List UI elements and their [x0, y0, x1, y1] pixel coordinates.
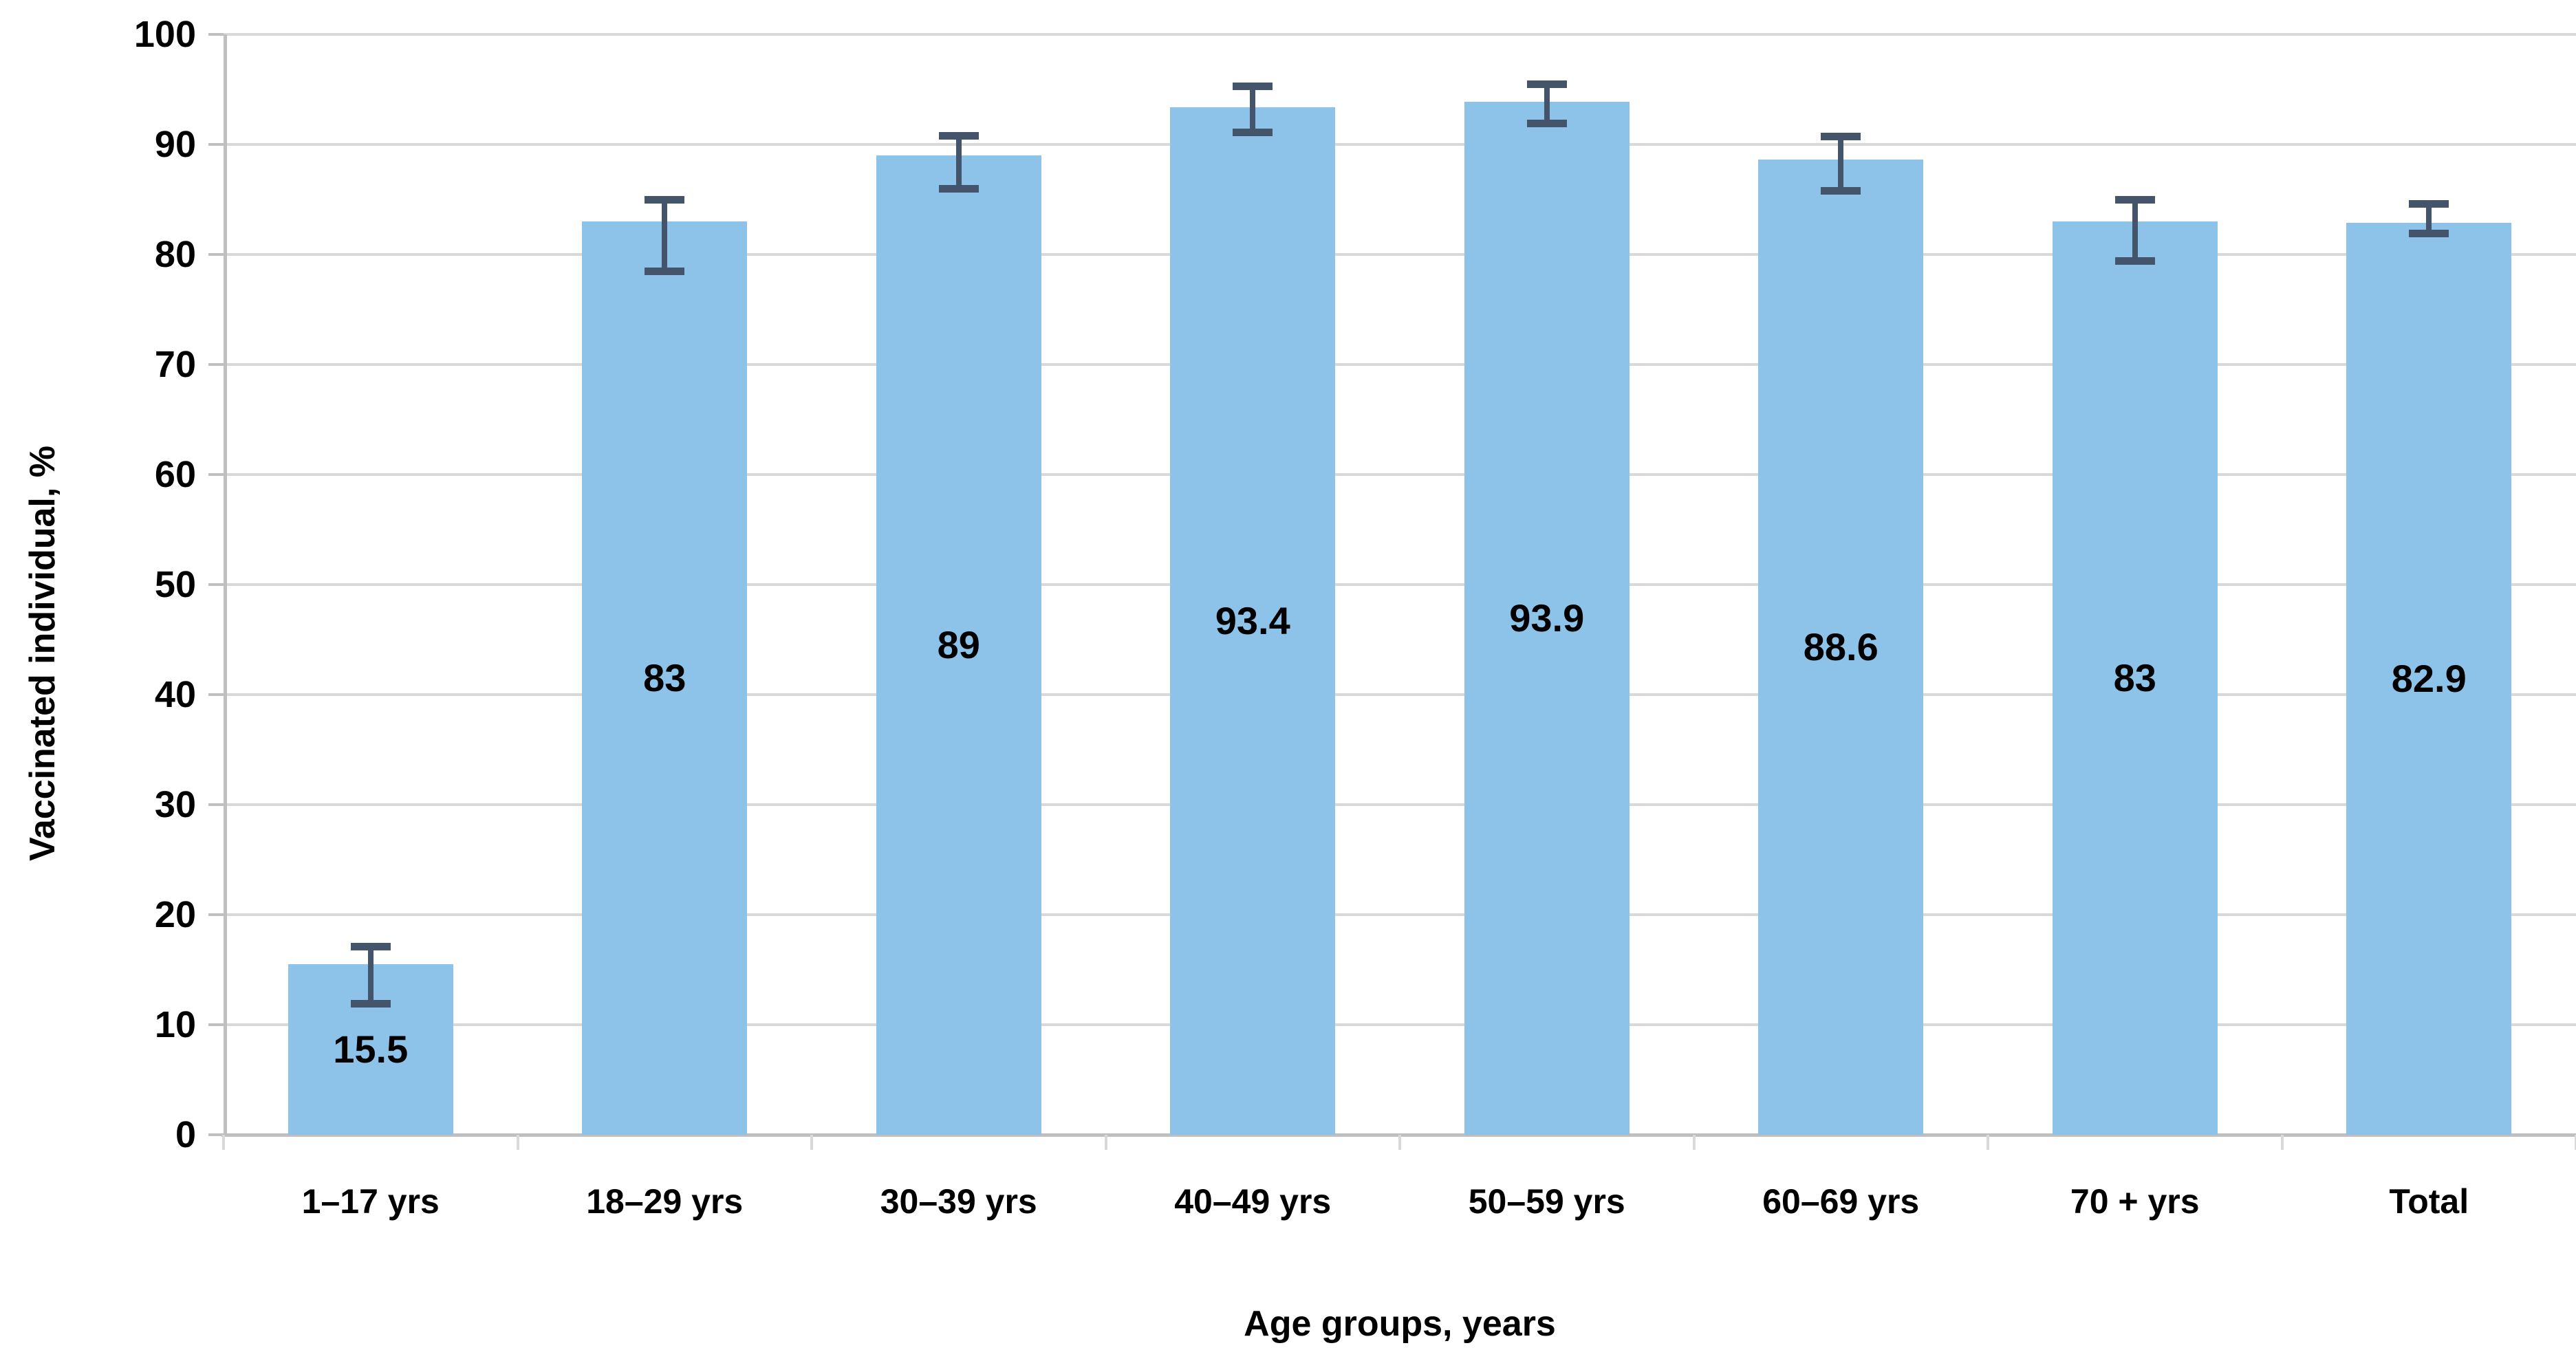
x-axis-category-label: 50–59 yrs	[1468, 1182, 1625, 1221]
error-bar-cap-top	[1526, 80, 1567, 88]
category-boundary-tick	[2575, 1135, 2576, 1150]
y-axis-tick-label: 100	[133, 14, 196, 55]
y-axis-tick	[208, 1133, 224, 1136]
error-bar-line	[662, 199, 668, 271]
error-bar-line	[1250, 86, 1256, 133]
y-axis-line	[224, 34, 227, 1137]
bar-data-label: 93.9	[1509, 596, 1585, 640]
x-axis-category-label: 70 + yrs	[2070, 1182, 2200, 1221]
bar-data-label: 82.9	[2391, 656, 2467, 700]
y-axis-tick-label: 40	[154, 674, 196, 715]
category-boundary-tick	[810, 1135, 813, 1150]
y-axis-tick	[208, 803, 224, 806]
gridline	[224, 583, 2576, 586]
x-axis-category-label: 30–39 yrs	[880, 1182, 1037, 1221]
gridline	[224, 913, 2576, 916]
gridline	[224, 363, 2576, 366]
error-bar-cap-bottom	[350, 1000, 391, 1008]
bar-data-label: 89	[937, 623, 980, 666]
x-axis-category-label: 40–49 yrs	[1174, 1182, 1332, 1221]
error-bar-cap-bottom	[645, 267, 685, 275]
error-bar-cap-top	[1233, 82, 1273, 90]
error-bar-cap-top	[938, 131, 979, 140]
x-axis-category-label: 18–29 yrs	[586, 1182, 744, 1221]
bar: 88.6	[1758, 160, 1924, 1135]
error-bar-cap-top	[2114, 195, 2155, 204]
y-axis-tick-label: 0	[175, 1114, 196, 1155]
gridline	[224, 693, 2576, 696]
error-bar-cap-bottom	[938, 184, 979, 193]
bar: 93.9	[1464, 101, 1630, 1135]
x-axis-category-label: Total	[2389, 1182, 2469, 1221]
error-bar-cap-top	[645, 195, 685, 204]
y-axis-tick	[208, 1023, 224, 1026]
bar: 83	[582, 221, 748, 1135]
y-axis-tick-label: 20	[154, 894, 196, 935]
category-boundary-tick	[222, 1135, 225, 1150]
error-bar-line	[2132, 199, 2138, 261]
y-axis-tick	[208, 473, 224, 476]
bar: 93.4	[1170, 107, 1336, 1135]
gridline	[224, 143, 2576, 146]
x-axis-category-label: 60–69 yrs	[1762, 1182, 1920, 1221]
category-boundary-tick	[1692, 1135, 1696, 1150]
y-axis-tick	[208, 253, 224, 256]
error-bar-cap-bottom	[2114, 257, 2155, 265]
error-bar-line	[367, 946, 374, 1004]
x-axis-category-label: 1–17 yrs	[301, 1182, 440, 1221]
bar: 83	[2052, 221, 2218, 1135]
category-boundary-tick	[1398, 1135, 1401, 1150]
bar: 82.9	[2346, 222, 2512, 1135]
bar-data-label: 15.5	[333, 1027, 409, 1071]
error-bar-cap-top	[350, 942, 391, 950]
gridline	[224, 1023, 2576, 1026]
y-axis-tick	[208, 913, 224, 916]
y-axis-tick-label: 80	[154, 234, 196, 275]
y-axis-tick	[208, 693, 224, 696]
error-bar-line	[955, 135, 962, 188]
error-bar-cap-bottom	[2409, 230, 2449, 238]
y-axis-tick	[208, 143, 224, 146]
y-axis-tick-label: 90	[154, 124, 196, 165]
x-axis-title: Age groups, years	[1244, 1304, 1556, 1344]
category-boundary-tick	[1987, 1135, 1989, 1150]
gridline	[224, 473, 2576, 476]
gridline	[224, 803, 2576, 806]
bar: 89	[876, 155, 1041, 1135]
error-bar-cap-bottom	[1233, 128, 1273, 136]
error-bar-line	[2426, 204, 2432, 234]
error-bar-cap-bottom	[1821, 186, 1861, 195]
bar-data-label: 93.4	[1215, 598, 1290, 642]
category-boundary-tick	[1104, 1135, 1107, 1150]
error-bar-line	[1838, 136, 1844, 191]
gridline	[224, 253, 2576, 256]
y-axis-tick-label: 30	[154, 784, 196, 825]
y-axis-tick-label: 50	[154, 564, 196, 605]
y-axis-tick-label: 10	[154, 1004, 196, 1045]
bar-data-label: 83	[643, 656, 686, 699]
y-axis-tick	[208, 33, 224, 36]
y-axis-tick	[208, 363, 224, 366]
y-axis-tick	[208, 583, 224, 586]
y-axis-tick-label: 60	[154, 454, 196, 495]
error-bar-cap-top	[1821, 133, 1861, 141]
category-boundary-tick	[2280, 1135, 2284, 1150]
error-bar-line	[1544, 84, 1550, 124]
y-axis-tick-label: 70	[154, 344, 196, 385]
error-bar-cap-top	[2409, 199, 2449, 208]
bar-data-label: 83	[2113, 656, 2156, 699]
category-boundary-tick	[516, 1135, 519, 1150]
gridline	[224, 33, 2576, 36]
error-bar-cap-bottom	[1526, 120, 1567, 128]
bar-data-label: 88.6	[1803, 625, 1879, 669]
